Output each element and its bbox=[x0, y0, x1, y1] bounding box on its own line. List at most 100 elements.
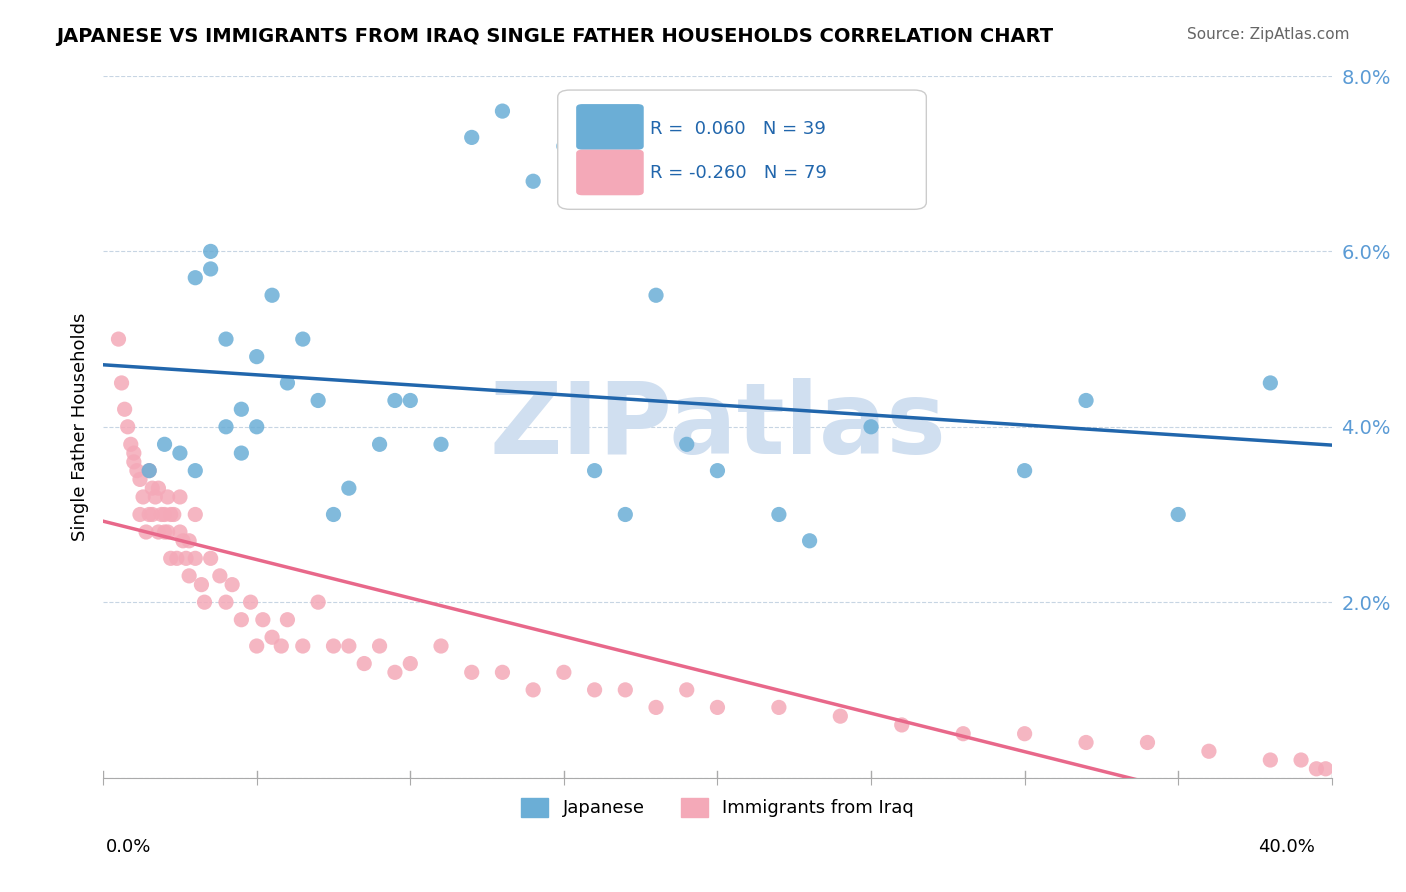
Immigrants from Iraq bbox=[153, 508, 176, 522]
Immigrants from Iraq bbox=[322, 639, 344, 653]
FancyBboxPatch shape bbox=[576, 104, 644, 150]
Text: R = -0.260   N = 79: R = -0.260 N = 79 bbox=[650, 164, 827, 182]
Japanese bbox=[291, 332, 314, 346]
Immigrants from Iraq bbox=[645, 700, 668, 714]
Immigrants from Iraq bbox=[675, 682, 697, 697]
Japanese bbox=[215, 419, 238, 434]
Immigrants from Iraq bbox=[122, 446, 145, 460]
Immigrants from Iraq bbox=[184, 551, 207, 566]
Immigrants from Iraq bbox=[156, 490, 179, 504]
Immigrants from Iraq bbox=[1315, 762, 1337, 776]
Immigrants from Iraq bbox=[141, 508, 163, 522]
Japanese bbox=[215, 332, 238, 346]
Immigrants from Iraq bbox=[1074, 735, 1097, 749]
Japanese bbox=[384, 393, 406, 408]
Japanese bbox=[799, 533, 821, 548]
Japanese bbox=[262, 288, 284, 302]
Immigrants from Iraq bbox=[1136, 735, 1159, 749]
Japanese bbox=[522, 174, 544, 188]
Japanese bbox=[138, 464, 160, 478]
Immigrants from Iraq bbox=[107, 332, 129, 346]
Text: R =  0.060   N = 39: R = 0.060 N = 39 bbox=[650, 120, 825, 137]
Immigrants from Iraq bbox=[239, 595, 262, 609]
Immigrants from Iraq bbox=[215, 595, 238, 609]
Immigrants from Iraq bbox=[150, 508, 173, 522]
Immigrants from Iraq bbox=[129, 472, 152, 486]
Japanese bbox=[1167, 508, 1189, 522]
Immigrants from Iraq bbox=[138, 464, 160, 478]
Japanese bbox=[1074, 393, 1097, 408]
Immigrants from Iraq bbox=[368, 639, 391, 653]
Immigrants from Iraq bbox=[384, 665, 406, 680]
Immigrants from Iraq bbox=[163, 508, 186, 522]
Immigrants from Iraq bbox=[1198, 744, 1220, 758]
Text: ZIPatlas: ZIPatlas bbox=[489, 378, 946, 475]
Immigrants from Iraq bbox=[337, 639, 360, 653]
Immigrants from Iraq bbox=[190, 577, 212, 591]
Immigrants from Iraq bbox=[184, 508, 207, 522]
Japanese bbox=[231, 446, 253, 460]
Immigrants from Iraq bbox=[252, 613, 274, 627]
Immigrants from Iraq bbox=[1305, 762, 1327, 776]
Japanese bbox=[614, 508, 637, 522]
Japanese bbox=[246, 419, 269, 434]
Immigrants from Iraq bbox=[129, 508, 152, 522]
Immigrants from Iraq bbox=[148, 481, 170, 495]
Immigrants from Iraq bbox=[430, 639, 453, 653]
Immigrants from Iraq bbox=[262, 630, 284, 644]
Japanese bbox=[675, 437, 697, 451]
Immigrants from Iraq bbox=[179, 533, 201, 548]
Immigrants from Iraq bbox=[125, 464, 148, 478]
Japanese bbox=[200, 244, 222, 259]
Immigrants from Iraq bbox=[1014, 727, 1036, 741]
Japanese bbox=[768, 508, 790, 522]
Immigrants from Iraq bbox=[583, 682, 606, 697]
Immigrants from Iraq bbox=[614, 682, 637, 697]
Immigrants from Iraq bbox=[114, 402, 136, 417]
Immigrants from Iraq bbox=[221, 577, 243, 591]
Immigrants from Iraq bbox=[169, 490, 191, 504]
Immigrants from Iraq bbox=[110, 376, 132, 390]
Immigrants from Iraq bbox=[148, 524, 170, 539]
Japanese bbox=[1260, 376, 1282, 390]
Immigrants from Iraq bbox=[179, 569, 201, 583]
Japanese bbox=[231, 402, 253, 417]
Immigrants from Iraq bbox=[276, 613, 298, 627]
Japanese bbox=[461, 130, 484, 145]
Immigrants from Iraq bbox=[156, 524, 179, 539]
Text: 40.0%: 40.0% bbox=[1258, 838, 1315, 855]
Immigrants from Iraq bbox=[135, 524, 157, 539]
Japanese bbox=[153, 437, 176, 451]
Japanese bbox=[184, 464, 207, 478]
Immigrants from Iraq bbox=[1260, 753, 1282, 767]
Immigrants from Iraq bbox=[706, 700, 728, 714]
Japanese bbox=[276, 376, 298, 390]
Immigrants from Iraq bbox=[353, 657, 375, 671]
Text: Source: ZipAtlas.com: Source: ZipAtlas.com bbox=[1187, 27, 1350, 42]
Text: JAPANESE VS IMMIGRANTS FROM IRAQ SINGLE FATHER HOUSEHOLDS CORRELATION CHART: JAPANESE VS IMMIGRANTS FROM IRAQ SINGLE … bbox=[56, 27, 1053, 45]
Immigrants from Iraq bbox=[231, 613, 253, 627]
Immigrants from Iraq bbox=[141, 481, 163, 495]
Japanese bbox=[200, 262, 222, 277]
Japanese bbox=[860, 419, 883, 434]
Immigrants from Iraq bbox=[122, 455, 145, 469]
Immigrants from Iraq bbox=[208, 569, 231, 583]
Japanese bbox=[322, 508, 344, 522]
Immigrants from Iraq bbox=[768, 700, 790, 714]
Immigrants from Iraq bbox=[166, 551, 188, 566]
Immigrants from Iraq bbox=[153, 524, 176, 539]
Immigrants from Iraq bbox=[174, 551, 197, 566]
Japanese bbox=[399, 393, 422, 408]
Immigrants from Iraq bbox=[120, 437, 142, 451]
Immigrants from Iraq bbox=[172, 533, 194, 548]
Immigrants from Iraq bbox=[117, 419, 139, 434]
Japanese bbox=[184, 270, 207, 285]
Immigrants from Iraq bbox=[138, 508, 160, 522]
Immigrants from Iraq bbox=[270, 639, 292, 653]
Japanese bbox=[337, 481, 360, 495]
Japanese bbox=[583, 464, 606, 478]
Immigrants from Iraq bbox=[890, 718, 912, 732]
Immigrants from Iraq bbox=[952, 727, 974, 741]
FancyBboxPatch shape bbox=[558, 90, 927, 210]
Immigrants from Iraq bbox=[200, 551, 222, 566]
